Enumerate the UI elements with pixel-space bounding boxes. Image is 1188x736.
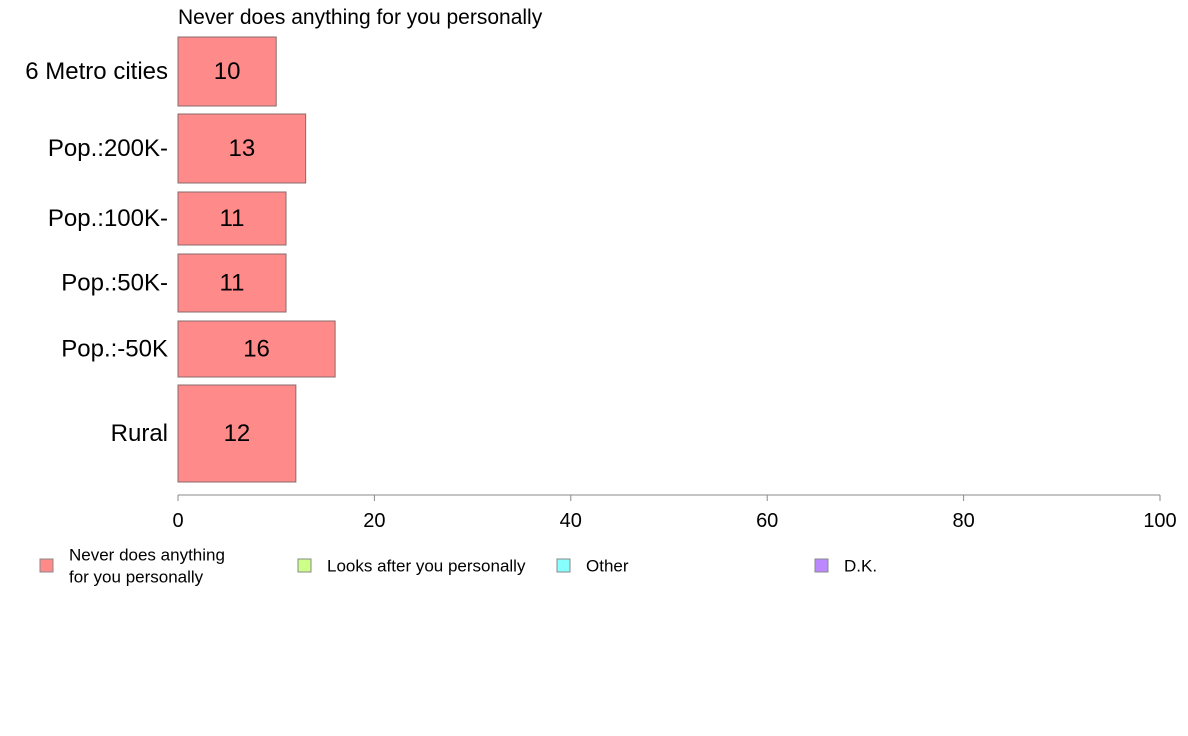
bar	[177, 253, 287, 313]
bar-group: 6 Metro cities 10 Pop.:200K- 13 Pop.:100K- 11…	[25, 36, 336, 483]
x-tick-label: 0	[172, 510, 183, 532]
x-tick-label: 40	[560, 510, 582, 532]
legend: Never does anything for you personally Loo…	[39, 546, 877, 587]
category-label: 6 Metro cities	[25, 58, 168, 85]
legend-label: Never does anything	[69, 546, 225, 565]
bar	[177, 384, 297, 483]
x-tick-label: 20	[363, 510, 385, 532]
legend-label: Other	[586, 557, 629, 576]
legend-label: D.K.	[844, 557, 877, 576]
bar	[177, 191, 287, 246]
bar-value-label: 10	[214, 58, 241, 85]
bar	[177, 36, 277, 107]
chart-title: Never does anything for you personally	[178, 6, 543, 29]
bar	[177, 113, 307, 184]
category-label: Pop.:100K-	[48, 205, 168, 232]
bar-value-label: 11	[220, 270, 245, 297]
legend-swatch	[814, 558, 829, 573]
bar	[177, 320, 336, 378]
category-label: Rural	[111, 420, 168, 447]
bar-value-label: 12	[224, 420, 251, 447]
legend-label: Looks after you personally	[327, 557, 526, 576]
category-label: Pop.:200K-	[48, 135, 168, 162]
category-label: Pop.:-50K	[61, 336, 168, 363]
bar-value-label: 16	[243, 336, 270, 363]
x-axis: 0 20 40 60 80 100	[172, 494, 1177, 532]
x-tick-label: 80	[952, 510, 974, 532]
bar-value-label: 13	[228, 135, 255, 162]
legend-swatch	[39, 558, 54, 573]
x-tick-label: 60	[756, 510, 778, 532]
category-label: Pop.:50K-	[61, 270, 168, 297]
x-tick-label: 100	[1143, 510, 1176, 532]
bar-value-label: 11	[220, 205, 245, 232]
legend-swatch	[297, 558, 312, 573]
legend-label: for you personally	[69, 568, 204, 587]
legend-swatch	[556, 558, 571, 573]
